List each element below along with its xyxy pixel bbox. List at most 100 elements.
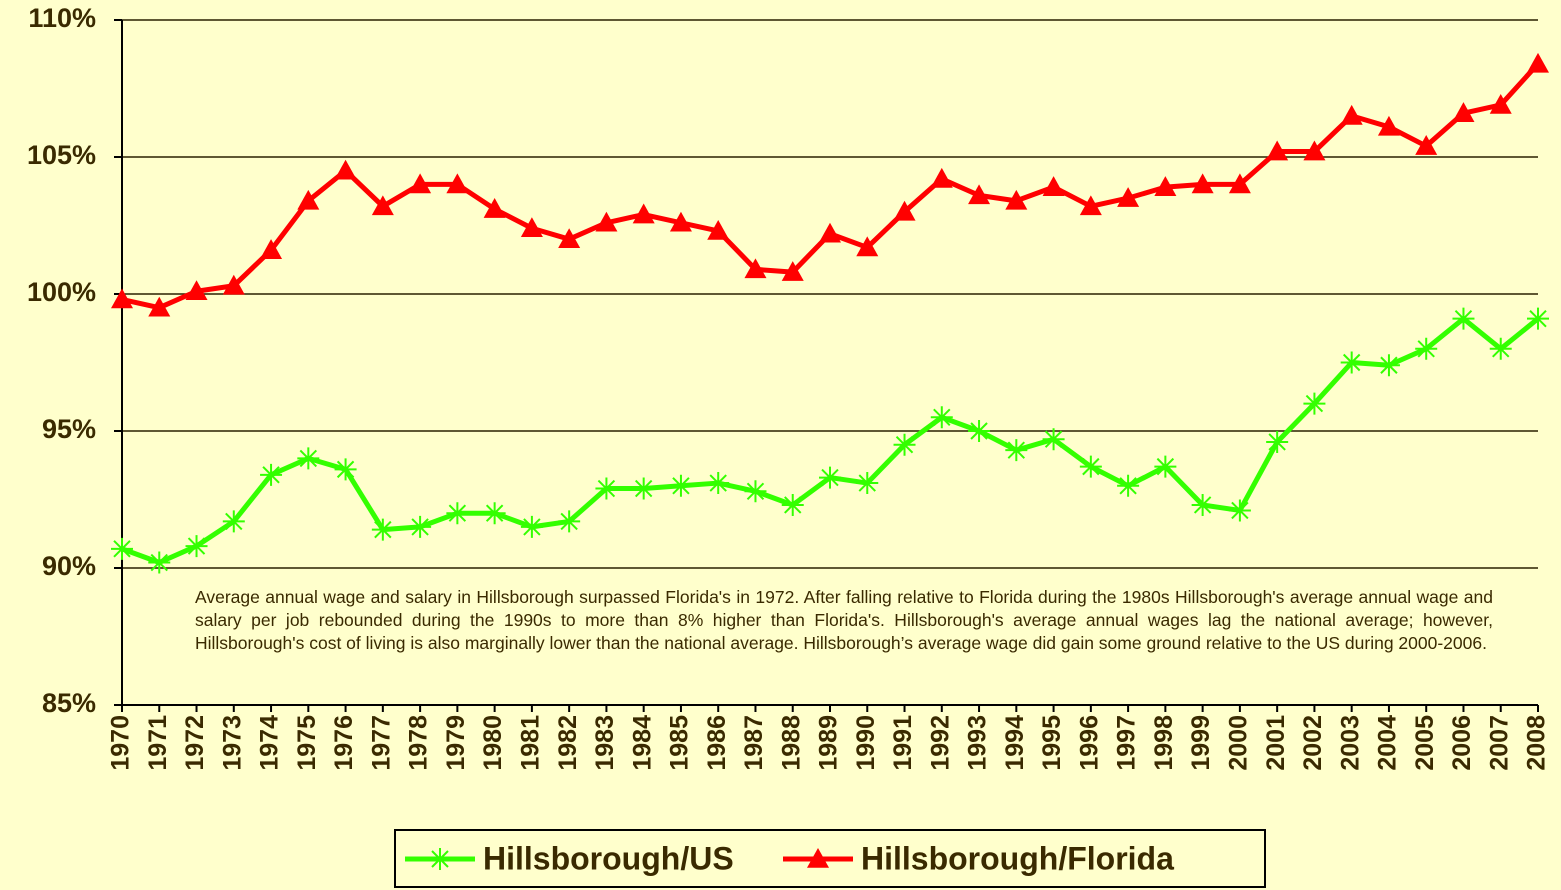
- marker: [1340, 104, 1363, 125]
- x-tick-label: 1999: [1187, 715, 1215, 771]
- x-tick-label: 2007: [1485, 715, 1513, 771]
- marker: [297, 189, 320, 210]
- y-tick-label: 85%: [42, 688, 96, 718]
- marker: [483, 502, 506, 525]
- marker: [1452, 307, 1475, 330]
- marker: [707, 472, 730, 495]
- marker: [1191, 173, 1214, 194]
- x-tick-label: 1985: [666, 715, 694, 771]
- marker: [781, 493, 804, 516]
- x-tick-label: 1991: [889, 715, 917, 771]
- x-tick-label: 1989: [815, 715, 843, 771]
- marker: [930, 167, 953, 188]
- marker: [819, 466, 841, 489]
- marker: [446, 173, 469, 194]
- marker: [520, 217, 543, 238]
- marker: [520, 515, 543, 538]
- marker: [707, 219, 730, 240]
- marker: [558, 510, 581, 533]
- marker: [334, 159, 357, 180]
- marker: [807, 848, 829, 868]
- marker: [1191, 493, 1214, 516]
- marker: [148, 551, 171, 574]
- marker: [297, 447, 320, 470]
- marker: [1266, 430, 1289, 453]
- marker: [595, 211, 618, 232]
- marker: [744, 258, 767, 279]
- legend-label: Hillsborough/Florida: [861, 840, 1174, 876]
- x-tick-label: 1973: [218, 715, 246, 771]
- y-tick-label: 95%: [42, 414, 96, 444]
- x-tick-label: 1988: [777, 715, 805, 771]
- x-tick-label: 1983: [591, 715, 619, 771]
- x-tick-label: 1975: [293, 715, 321, 771]
- x-tick-label: 1998: [1150, 715, 1178, 771]
- marker: [409, 515, 432, 538]
- x-tick-label: 1974: [256, 715, 284, 771]
- marker: [111, 537, 133, 560]
- marker: [1489, 93, 1512, 114]
- x-tick-label: 1980: [479, 715, 507, 771]
- marker: [669, 474, 692, 497]
- marker: [1527, 307, 1549, 330]
- x-tick-label: 2004: [1374, 715, 1402, 771]
- x-tick-label: 2005: [1411, 715, 1439, 771]
- marker: [1527, 52, 1549, 73]
- x-tick-label: 1984: [628, 715, 656, 771]
- x-tick-label: 1990: [852, 715, 880, 771]
- x-tick-label: 1987: [740, 715, 768, 771]
- marker: [558, 228, 581, 248]
- x-tick-label: 1994: [1001, 715, 1029, 771]
- marker: [185, 535, 208, 558]
- marker: [930, 406, 953, 429]
- x-tick-label: 1995: [1038, 715, 1066, 771]
- marker: [1415, 337, 1438, 360]
- legend-label: Hillsborough/US: [483, 840, 734, 876]
- marker: [632, 203, 655, 224]
- x-tick-label: 2008: [1523, 715, 1551, 771]
- marker: [856, 472, 879, 495]
- x-tick-label: 1986: [703, 715, 731, 771]
- y-tick-label: 100%: [27, 277, 96, 307]
- marker: [409, 173, 432, 194]
- x-tick-label: 1981: [517, 715, 545, 771]
- marker: [893, 200, 916, 221]
- x-tick-label: 1979: [442, 715, 470, 771]
- marker: [222, 274, 245, 295]
- marker: [595, 477, 618, 500]
- marker: [968, 420, 991, 442]
- marker: [185, 280, 208, 301]
- marker: [371, 195, 394, 216]
- marker: [446, 502, 469, 525]
- x-tick-label: 2002: [1299, 715, 1327, 771]
- marker: [260, 463, 283, 486]
- marker: [1266, 140, 1289, 161]
- marker: [222, 510, 245, 533]
- marker: [1452, 102, 1475, 122]
- marker: [1489, 337, 1512, 360]
- marker: [1415, 135, 1438, 155]
- x-tick-label: 1977: [367, 715, 395, 771]
- x-tick-label: 1971: [144, 715, 172, 771]
- marker: [1340, 351, 1363, 374]
- marker: [1154, 176, 1177, 196]
- marker: [148, 296, 171, 317]
- series-line: [121, 316, 1540, 566]
- marker: [893, 433, 916, 456]
- x-tick-label: 2001: [1262, 715, 1290, 771]
- marker: [1228, 499, 1251, 522]
- marker: [781, 261, 804, 281]
- x-tick-label: 1996: [1075, 715, 1103, 771]
- x-tick-label: 2000: [1225, 715, 1253, 771]
- marker: [1079, 195, 1102, 216]
- marker: [111, 288, 133, 309]
- marker: [1377, 115, 1400, 136]
- x-tick-label: 1997: [1113, 715, 1141, 771]
- marker: [483, 198, 506, 218]
- marker: [1117, 474, 1140, 497]
- marker: [1042, 176, 1065, 196]
- x-tick-label: 1970: [107, 715, 135, 771]
- annotation: Average annual wage and salary in Hillsb…: [195, 587, 1493, 653]
- y-tick-label: 90%: [42, 551, 96, 581]
